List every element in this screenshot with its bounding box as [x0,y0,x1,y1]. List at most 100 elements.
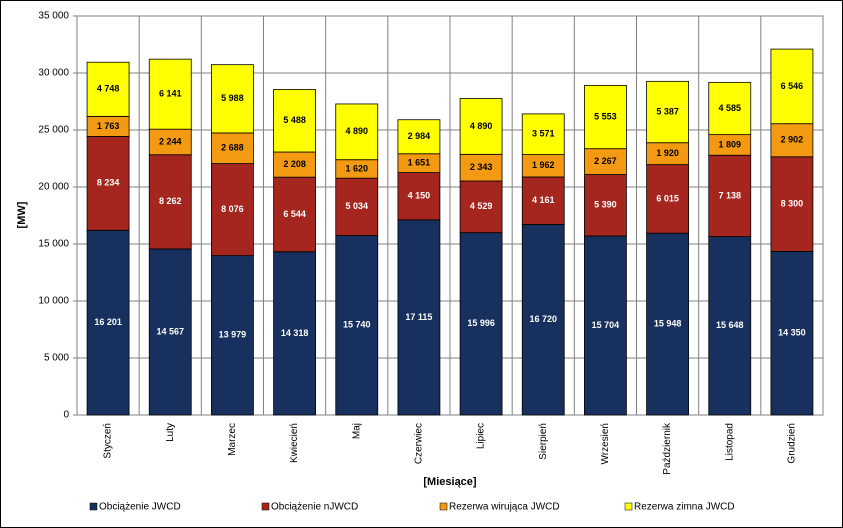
x-tick-label: Kwiecień [289,423,300,463]
value-label: 8 300 [781,198,804,208]
y-tick-label: 5 000 [44,353,69,364]
value-label: 4 890 [345,126,368,136]
value-label: 2 688 [221,143,244,153]
value-label: 5 387 [656,106,679,116]
bar-segment [86,136,130,231]
bar-segment [86,229,130,416]
y-tick-label: 35 000 [38,11,69,22]
bar-segment [646,164,689,234]
x-tick-label: Styczeń [103,423,114,459]
bar-segment [584,148,627,175]
value-label: 15 996 [467,318,495,328]
bar-segment [273,251,316,416]
x-tick-label: Lipiec [476,423,487,449]
bar-segment [148,58,192,130]
x-tick-label: Wrzesień [600,423,611,465]
value-label: 1 809 [718,139,741,149]
value-label: 2 244 [159,136,182,146]
value-label: 2 208 [283,159,306,169]
value-label: 2 902 [781,135,804,145]
value-label: 4 529 [470,201,493,211]
bar-segment [708,236,752,416]
bar-segment [521,113,565,155]
value-label: 14 567 [156,326,184,336]
bar-segment [770,123,814,158]
value-label: 15 648 [716,320,744,330]
bar-segment [770,156,814,252]
y-tick-label: 15 000 [38,239,69,250]
value-label: 15 740 [343,320,371,330]
x-tick-label: Maj [351,423,362,439]
bar-segment [211,64,254,134]
y-axis-label: [MW] [16,201,28,228]
value-label: 5 034 [345,201,368,211]
bar-segment [584,174,627,237]
value-label: 5 390 [594,200,617,210]
value-label: 4 150 [408,191,431,201]
x-tick-label: Sierpień [538,423,549,460]
value-label: 5 988 [221,93,244,103]
value-label: 1 620 [345,163,368,173]
bar-segment [335,177,379,236]
value-label: 5 553 [594,111,617,121]
bar-segment [770,48,814,125]
value-label: 8 076 [221,204,244,214]
bar-segment [459,153,503,182]
y-tick-label: 25 000 [38,125,69,136]
value-label: 14 350 [778,328,806,338]
bar-segment [273,151,316,178]
value-label: 4 161 [532,195,555,205]
bar-segment [459,180,503,234]
value-label: 6 544 [283,209,306,219]
value-label: 8 262 [159,196,182,206]
x-tick-label: Grudzień [787,423,798,464]
bar-segment [335,235,379,416]
value-label: 2 984 [408,131,431,141]
value-label: 2 343 [470,162,493,172]
value-label: 2 267 [594,156,617,166]
value-label: 4 585 [718,103,741,113]
x-tick-label: Luty [165,423,176,442]
value-label: 1 651 [408,158,431,168]
legend-label: Obciążenie nJWCD [271,502,358,513]
value-label: 3 571 [532,129,555,139]
legend-label: Obciążenie JWCD [99,502,181,513]
legend-swatch [624,502,633,511]
value-label: 16 720 [529,314,557,324]
bar-segment [273,89,316,153]
bar-segment [148,154,192,250]
value-label: 14 318 [281,328,309,338]
bar-segment [646,232,689,416]
x-tick-label: Czerwiec [414,423,425,464]
bar-segment [273,176,316,253]
bar-segment [459,232,503,416]
y-tick-label: 20 000 [38,182,69,193]
value-label: 6 015 [656,193,679,203]
value-label: 6 141 [159,89,182,99]
bar-segment [397,119,441,155]
value-label: 5 488 [283,115,306,125]
bar-segment [86,61,130,117]
bar-segment [584,235,627,416]
value-label: 6 546 [781,81,804,91]
value-label: 4 890 [470,121,493,131]
legend-label: Rezerwa zimna JWCD [634,502,735,513]
bar-segment [211,163,254,257]
bar-segment [335,103,379,161]
value-label: 13 979 [219,330,247,340]
bar-segment [521,223,565,416]
bar-segment [211,132,254,164]
y-tick-label: 0 [63,410,69,421]
value-label: 1 962 [532,160,555,170]
legend-swatch [439,502,448,511]
legend-swatch [89,502,98,511]
bar-segment [770,251,814,416]
y-tick-label: 10 000 [38,296,69,307]
legend-label: Rezerwa wirująca JWCD [449,502,560,513]
value-label: 15 704 [592,320,620,330]
value-label: 1 920 [656,148,679,158]
value-label: 16 201 [94,317,122,327]
value-label: 1 763 [97,121,120,131]
x-tick-label: Listopad [724,423,735,461]
